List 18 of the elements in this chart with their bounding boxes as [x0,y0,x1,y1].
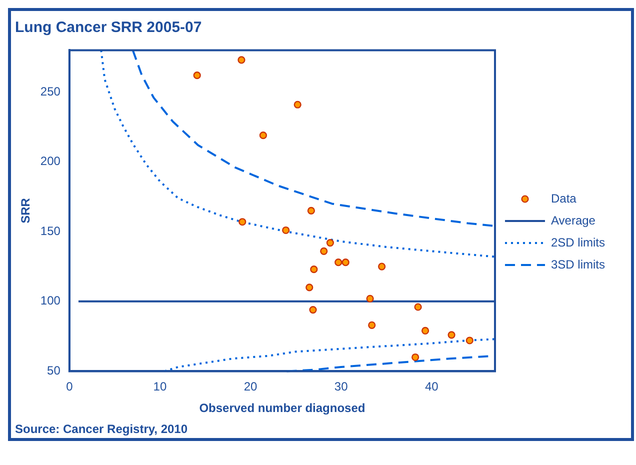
x-tick-label: 10 [153,380,167,394]
x-tick-label: 0 [66,380,74,394]
legend-label: Average [550,213,596,228]
x-axis-title: Observed number diagnosed [199,401,366,416]
x-tick-label: 20 [244,380,258,394]
y-tick-label: 250 [40,84,61,98]
x-tick-label: 30 [334,380,348,394]
x-tick-label: 40 [424,380,439,394]
source-note: Source: Cancer Registry, 2010 [15,422,189,436]
legend-label: 2SD limits [550,235,606,250]
y-axis-title: SRR [18,198,33,224]
y-tick-label: 150 [40,224,61,238]
legend-label: Data [550,191,577,206]
y-tick-label: 50 [47,364,61,378]
y-tick-label: 100 [40,294,61,308]
chart-title: Lung Cancer SRR 2005-07 [15,19,203,36]
y-tick-label: 200 [40,154,61,168]
legend-label: 3SD limits [550,257,606,272]
